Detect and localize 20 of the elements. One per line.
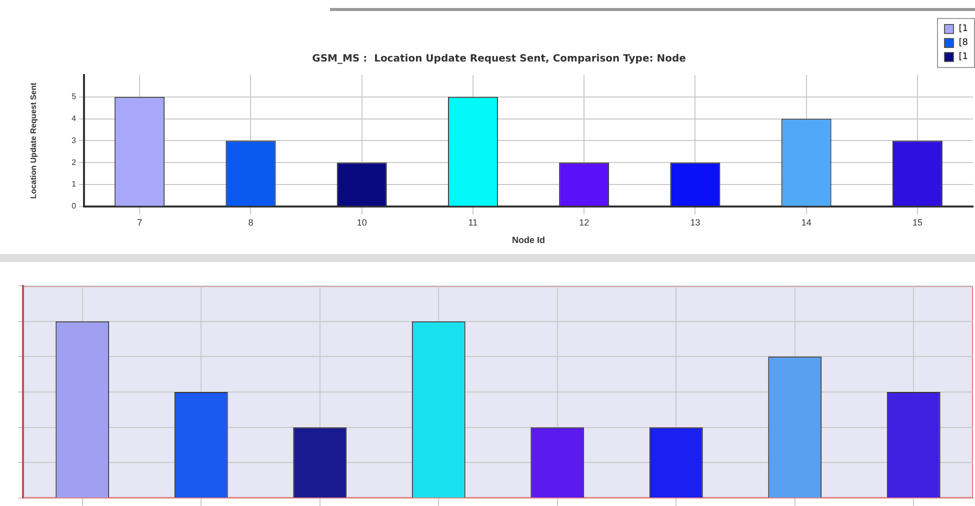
y-tick-label: 3: [72, 136, 77, 145]
y-tick-label: 5: [72, 92, 77, 102]
y-tick-label: 4: [72, 114, 77, 124]
y-tick-label: 1: [72, 180, 77, 189]
y-tick-label: 0: [72, 202, 77, 211]
x-tick-label: 11: [468, 217, 478, 228]
x-tick-label: 10: [356, 217, 367, 228]
x-tick-label: 15: [912, 217, 922, 228]
x-tick-label: 12: [579, 217, 590, 228]
chart-title: GSM_MS : Location Update Request Sent, Comparison Type: Node: [312, 54, 686, 65]
x-tick-label: 14: [801, 217, 812, 228]
x-tick-label: 13: [690, 217, 700, 228]
y-axis-title: Location Update Request Sent: [29, 82, 38, 199]
x-axis-title: Node Id: [512, 235, 546, 246]
text: [8: [958, 37, 968, 50]
y-tick-label: 2: [72, 158, 77, 167]
x-tick-label: 7: [137, 217, 142, 228]
x-tick-label: 8: [248, 217, 254, 228]
text: [1: [958, 23, 968, 36]
text: [1: [958, 51, 968, 64]
